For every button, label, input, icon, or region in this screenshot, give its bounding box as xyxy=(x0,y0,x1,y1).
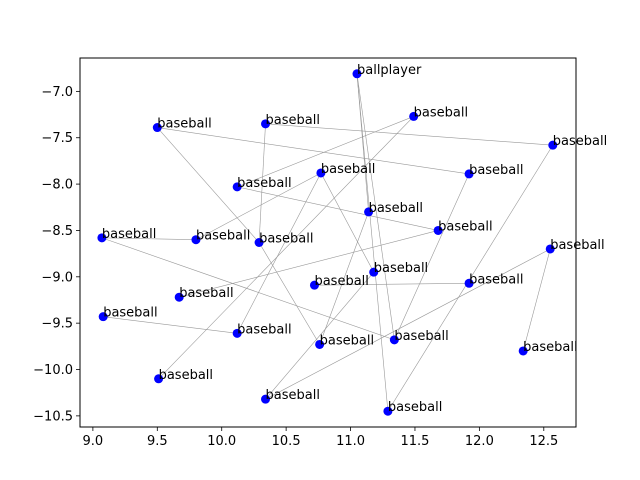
point-label: baseball xyxy=(369,201,423,216)
point-label: ballplayer xyxy=(357,63,422,78)
point-label: baseball xyxy=(102,227,156,242)
point-label: baseball xyxy=(550,238,604,253)
y-tick-label: −8.5 xyxy=(41,224,73,239)
data-point xyxy=(548,140,558,150)
point-label: baseball xyxy=(196,229,250,244)
edge-line xyxy=(157,127,260,243)
x-tick-label: 10.5 xyxy=(272,434,301,449)
point-label: baseball xyxy=(314,274,368,289)
point-label: baseball xyxy=(469,163,523,178)
data-point xyxy=(97,233,107,243)
edge-line xyxy=(394,173,470,340)
y-tick-label: −8.0 xyxy=(41,178,73,193)
point-label: baseball xyxy=(321,162,375,177)
edge-line xyxy=(265,271,374,400)
edge-line xyxy=(103,316,238,334)
point-label: baseball xyxy=(159,368,213,383)
data-point xyxy=(309,280,319,290)
data-point xyxy=(261,119,271,129)
edge-layer xyxy=(101,73,554,412)
point-label: baseball xyxy=(237,322,291,337)
data-point xyxy=(369,267,379,277)
edge-line xyxy=(258,242,320,345)
edge-line xyxy=(237,186,439,231)
y-tick-label: −9.5 xyxy=(41,317,73,332)
edge-line xyxy=(237,116,414,188)
y-tick-label: −9.0 xyxy=(41,270,73,285)
data-point xyxy=(191,235,201,245)
y-tick-label: −10.5 xyxy=(33,409,73,424)
point-label-layer: ballplayer baseball baseball baseball baseba… xyxy=(102,63,607,415)
x-tick-label: 11.0 xyxy=(336,434,365,449)
data-point xyxy=(315,339,325,349)
data-point xyxy=(464,278,474,288)
x-tick-label: 9.0 xyxy=(83,434,104,449)
data-point xyxy=(409,111,419,121)
edge-line xyxy=(157,127,470,175)
edge-line xyxy=(356,73,389,412)
point-label: baseball xyxy=(374,261,428,276)
data-point xyxy=(154,374,164,384)
data-point xyxy=(232,328,242,338)
data-point xyxy=(383,406,393,416)
y-tick-label: −7.0 xyxy=(41,85,73,100)
point-label: baseball xyxy=(469,272,523,287)
point-label: baseball xyxy=(237,176,291,191)
edge-line xyxy=(314,282,470,286)
edge-line xyxy=(387,144,554,412)
y-axis: −7.0 −7.5 −8.0 −8.5 −9.0 −9.5 −10.0 −10.5 xyxy=(33,85,80,424)
point-label: baseball xyxy=(266,388,320,403)
x-tick-label: 11.5 xyxy=(400,434,429,449)
point-layer xyxy=(97,69,558,416)
data-point xyxy=(232,182,242,192)
edge-line xyxy=(236,172,322,334)
data-point xyxy=(152,123,162,133)
data-point xyxy=(352,69,362,79)
edge-line xyxy=(319,211,369,345)
edge-line xyxy=(356,73,395,340)
data-point xyxy=(389,335,399,345)
edge-line xyxy=(265,123,553,146)
data-point xyxy=(254,238,264,247)
data-point xyxy=(545,244,555,254)
x-tick-label: 9.5 xyxy=(147,434,168,449)
data-point xyxy=(364,207,374,217)
x-tick-label: 10.0 xyxy=(207,434,236,449)
plot-frame xyxy=(79,57,577,428)
data-point xyxy=(433,225,443,235)
point-label: baseball xyxy=(266,113,320,128)
point-label: baseball xyxy=(179,286,233,301)
edge-line xyxy=(179,230,439,298)
x-tick-label: 12.5 xyxy=(529,434,558,449)
data-point xyxy=(261,394,271,404)
point-label: baseball xyxy=(438,219,492,234)
edge-line xyxy=(195,172,322,240)
edge-line xyxy=(265,248,551,400)
edge-line xyxy=(522,248,551,352)
edge-line xyxy=(158,116,414,379)
y-tick-label: −10.0 xyxy=(33,363,73,378)
point-label: baseball xyxy=(394,329,448,344)
edge-line xyxy=(320,172,374,273)
data-point xyxy=(518,346,528,356)
point-label: baseball xyxy=(414,105,468,120)
data-point xyxy=(464,169,474,179)
point-label: baseball xyxy=(157,117,211,132)
x-tick-label: 12.0 xyxy=(465,434,494,449)
data-point xyxy=(98,312,108,322)
point-label: baseball xyxy=(388,400,442,415)
point-label: baseball xyxy=(553,134,607,149)
edge-line xyxy=(101,237,395,341)
point-label: baseball xyxy=(320,333,374,348)
point-label: baseball xyxy=(523,340,577,355)
point-label: baseball xyxy=(259,232,313,247)
data-point xyxy=(174,292,184,302)
data-point xyxy=(316,168,326,178)
point-label: baseball xyxy=(103,306,157,321)
y-tick-label: −7.5 xyxy=(41,131,73,146)
edge-line xyxy=(101,237,196,241)
x-axis: 9.0 9.5 10.0 10.5 11.0 11.5 12.0 12.5 xyxy=(83,427,558,449)
